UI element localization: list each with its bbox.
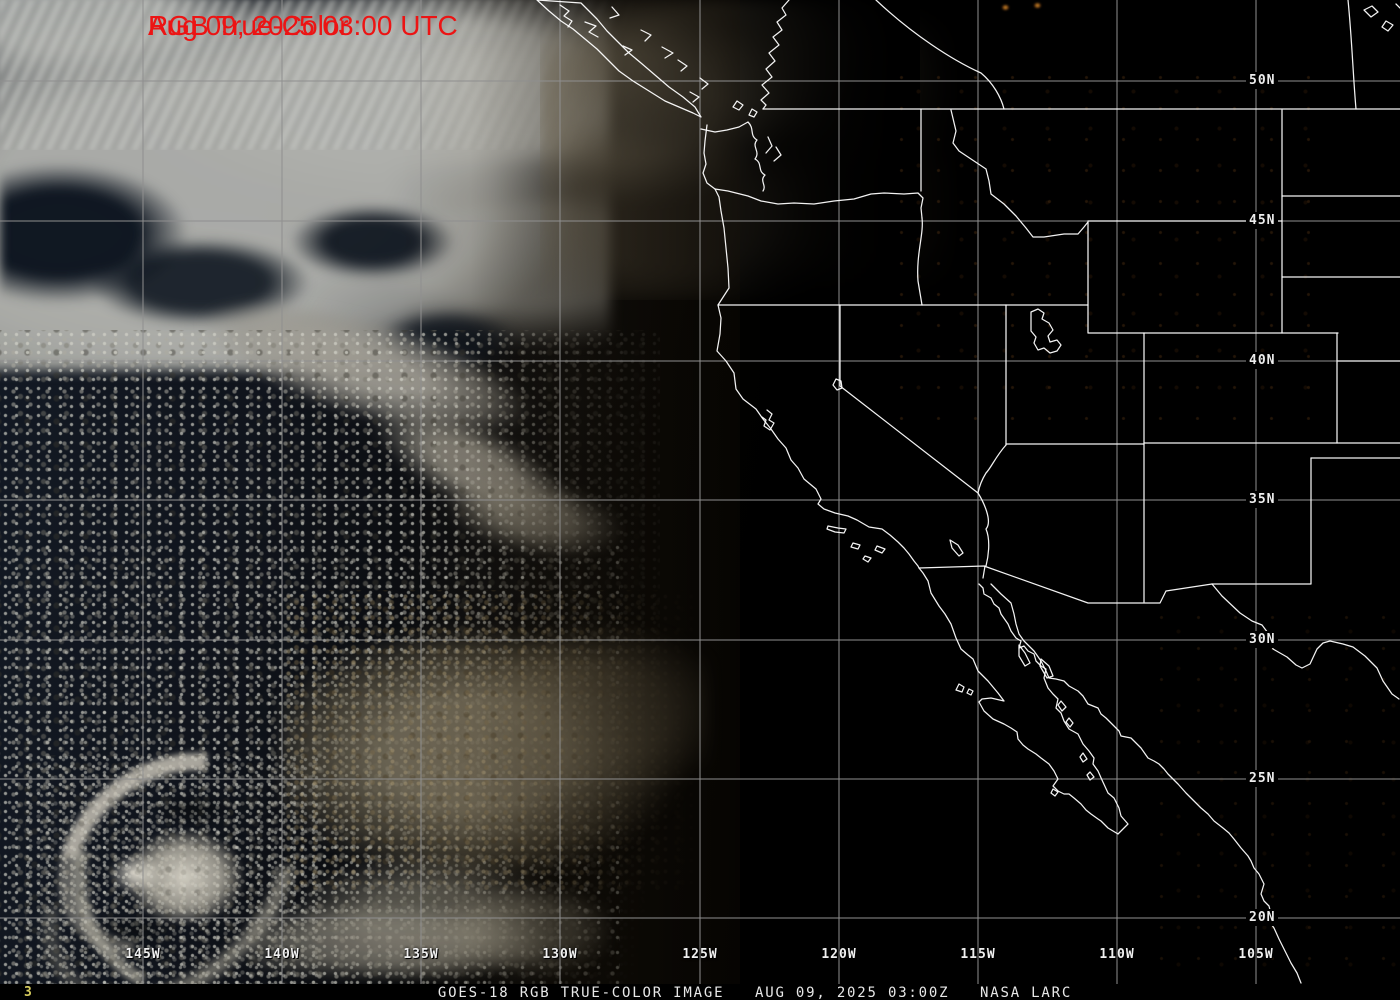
tx-nm-border: [1211, 457, 1312, 585]
lon-label-110W: 110W: [1099, 947, 1135, 962]
lon-label-105W: 105W: [1238, 947, 1274, 962]
status-caption: GOES-18 RGB TRUE-COLOR IMAGE AUG 09, 202…: [437, 985, 1073, 1000]
or-id-border: [917, 217, 923, 306]
gulf-islands: [1018, 644, 1095, 781]
puget-sound: [700, 121, 782, 192]
political-coast-lines: [536, 0, 1400, 984]
san-juan-islands: [732, 100, 758, 118]
lake-tahoe: [832, 378, 843, 391]
lon-label-115W: 115W: [960, 947, 996, 962]
lon-label-140W: 140W: [264, 947, 300, 962]
lon-label-135W: 135W: [403, 947, 439, 962]
vancouver-island: [536, 0, 702, 118]
lat-label-30N: 30N: [1246, 631, 1279, 648]
pacific-coastline: [702, 124, 1129, 835]
fire-hotspot-icon: [1002, 5, 1009, 10]
terminator-night-gradient: [470, 0, 920, 984]
annotation-product: RGB True-Color: [148, 10, 349, 41]
colorado-river-border: [977, 444, 1007, 567]
id-mt-border: [950, 109, 1089, 238]
rio-grande: [1211, 583, 1400, 700]
ca-nv-border: [839, 304, 979, 494]
annotation-datetime: Aug 09, 2025 03:00 UTC: [148, 10, 458, 41]
lon-label-130W: 130W: [542, 947, 578, 962]
fire-hotspot-icon: [1034, 3, 1041, 8]
baja-islands: [955, 683, 1059, 797]
lon-label-125W: 125W: [682, 947, 718, 962]
frame-number: 3: [24, 985, 32, 1000]
cyclone-bright-knot: [103, 850, 168, 898]
night-texture-northwest: [880, 60, 1310, 420]
san-francisco-bay: [761, 409, 775, 431]
channel-islands: [826, 525, 886, 563]
salton-sea: [949, 539, 964, 557]
bc-ab-border: [875, 0, 1005, 110]
lat-label-35N: 35N: [1246, 491, 1279, 508]
us-mexico-border: [918, 565, 1213, 604]
bc-coastline: [760, 0, 790, 110]
lat-label-50N: 50N: [1246, 72, 1279, 89]
bc-fjords: [559, 4, 709, 103]
lat-label-40N: 40N: [1246, 352, 1279, 369]
great-salt-lake: [1030, 308, 1062, 354]
lat-label-25N: 25N: [1246, 770, 1279, 787]
lat-label-20N: 20N: [1246, 909, 1279, 926]
lat-label-45N: 45N: [1246, 212, 1279, 229]
colorado-river-delta: [982, 565, 986, 579]
status-bar: 3 GOES-18 RGB TRUE-COLOR IMAGE AUG 09, 2…: [0, 984, 1400, 1000]
wa-or-border: [714, 188, 924, 219]
canada-lakes: [1347, 0, 1400, 110]
mexico-mainland-coast: [990, 583, 1302, 984]
lon-label-145W: 145W: [125, 947, 161, 962]
lon-label-120W: 120W: [821, 947, 857, 962]
